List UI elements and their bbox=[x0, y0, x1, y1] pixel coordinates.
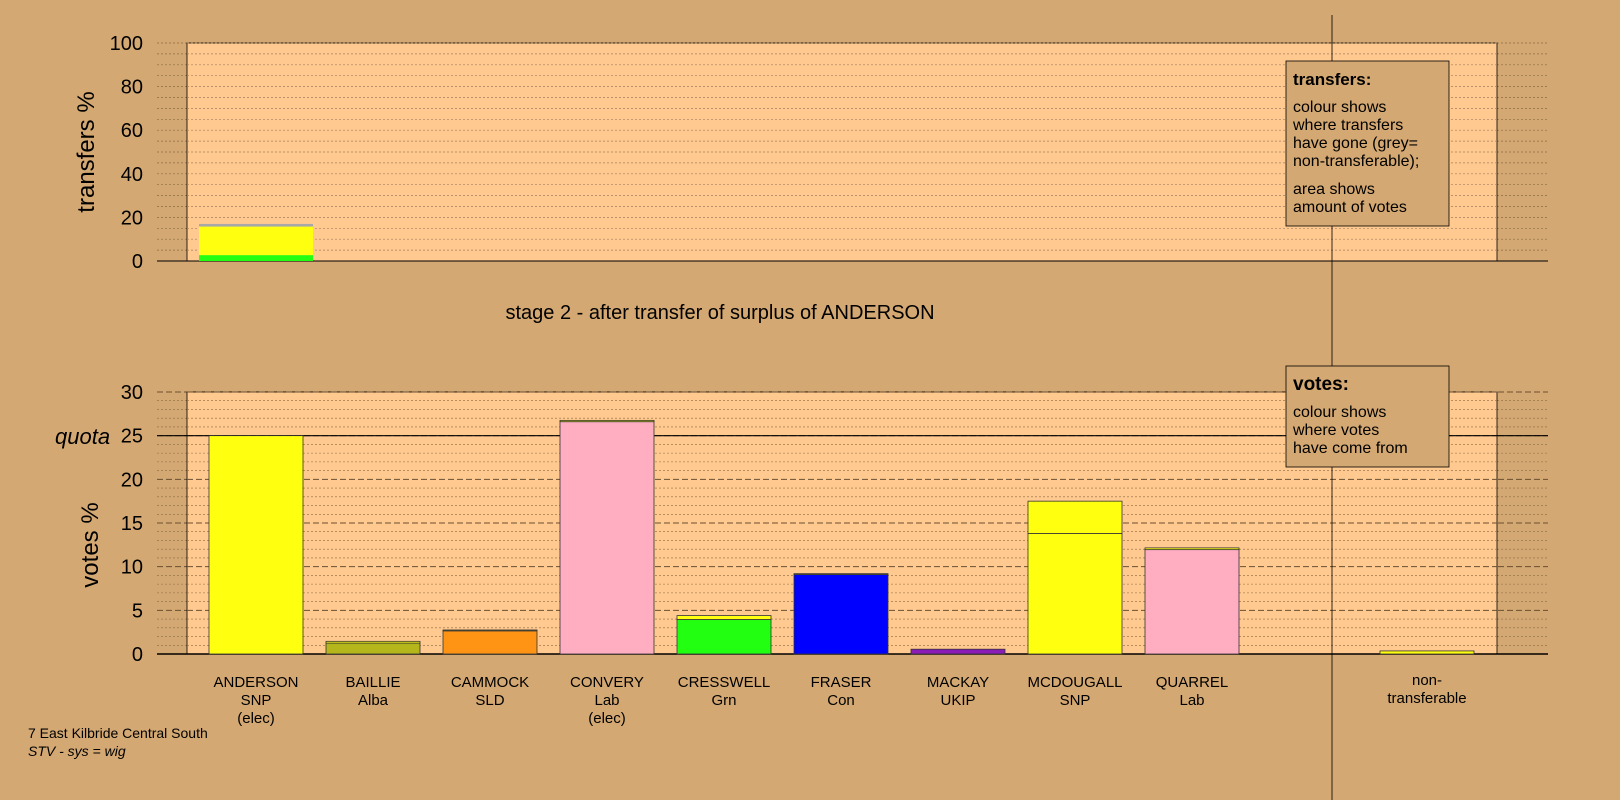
vote-bar-cresswell-segment bbox=[676, 619, 772, 655]
transfers-gridlines-inner bbox=[157, 42, 1548, 262]
transfers-bars bbox=[199, 223, 313, 261]
transfers-legend-line: have gone (grey= bbox=[1293, 135, 1418, 152]
vote-bar-anderson-segment bbox=[208, 435, 304, 655]
votes-legend-title: votes: bbox=[1293, 374, 1349, 395]
transfers-legend-line: area shows bbox=[1293, 181, 1375, 198]
candidate-label-line: Lab bbox=[1179, 692, 1204, 709]
candidate-label-line: ANDERSON bbox=[213, 674, 298, 691]
y-tick-label: 20 bbox=[121, 469, 143, 491]
votes-bars bbox=[208, 419, 1475, 655]
y-tick-label: 60 bbox=[121, 120, 143, 142]
vote-bar-cammock-segment bbox=[442, 630, 538, 655]
transfers-tick-labels: 0 20 40 60 80 100 bbox=[110, 33, 143, 273]
nontransferable-label-line: non- bbox=[1412, 672, 1442, 689]
y-tick-label: 15 bbox=[121, 513, 143, 535]
vote-bar-convery-segment bbox=[559, 421, 655, 655]
stage-title: stage 2 - after transfer of surplus of A… bbox=[505, 302, 934, 324]
candidate-label-line: SNP bbox=[241, 692, 272, 709]
vote-bar-fraser-segment bbox=[793, 573, 889, 575]
vote-bar-mcdougall-segment bbox=[1027, 533, 1123, 655]
candidate-label-line: FRASER bbox=[811, 674, 872, 691]
system-name: STV - sys = wig bbox=[28, 743, 126, 759]
vote-bar-baillie-segment bbox=[325, 640, 421, 644]
transfers-plot-area bbox=[186, 42, 1498, 262]
candidate-label-line: Con bbox=[827, 692, 855, 709]
vote-bar-convery-segment bbox=[559, 419, 655, 423]
votes-legend-line: colour shows bbox=[1293, 404, 1386, 421]
transfers-legend-line: colour shows bbox=[1293, 99, 1386, 116]
vote-bar-quarrel-segment bbox=[1144, 549, 1240, 655]
transfer-segment-nontransferable bbox=[199, 223, 313, 227]
footer: 7 East Kilbride Central South STV - sys … bbox=[28, 724, 208, 760]
transfer-segment-snp bbox=[199, 226, 313, 256]
transfers-legend-title: transfers: bbox=[1293, 70, 1371, 89]
transfer-segment-grn bbox=[199, 255, 313, 261]
transfers-legend-box bbox=[1285, 60, 1450, 227]
candidate-label-line: CAMMOCK bbox=[451, 674, 529, 691]
candidate-labels: ANDERSONSNP(elec)BAILLIEAlbaCAMMOCKSLDCO… bbox=[213, 672, 1466, 727]
vote-bar-baillie-segment bbox=[325, 642, 421, 655]
vote-bar-nontransferable-segment bbox=[1379, 650, 1475, 655]
candidate-label-line: Alba bbox=[358, 692, 389, 709]
votes-legend-line: have come from bbox=[1293, 440, 1408, 457]
votes-y-axis-label: votes % bbox=[77, 502, 104, 587]
candidate-label-line: MACKAY bbox=[927, 674, 989, 691]
candidate-label-line: MCDOUGALL bbox=[1027, 674, 1122, 691]
candidate-label-line: (elec) bbox=[588, 710, 626, 727]
y-tick-label: 20 bbox=[121, 207, 143, 229]
y-tick-label: 10 bbox=[121, 557, 143, 579]
y-tick-label: 100 bbox=[110, 33, 143, 55]
vote-bar-quarrel-segment bbox=[1144, 547, 1240, 551]
vote-bar-mackay-segment bbox=[910, 648, 1006, 655]
y-tick-label: 0 bbox=[132, 251, 143, 273]
nontransferable-label-line: transferable bbox=[1387, 690, 1466, 707]
candidate-label-line: CONVERY bbox=[570, 674, 644, 691]
candidate-label-line: Grn bbox=[711, 692, 736, 709]
y-tick-label: 25 bbox=[121, 426, 143, 448]
candidate-label-line: SLD bbox=[475, 692, 504, 709]
transfers-y-axis-label: transfers % bbox=[73, 91, 100, 212]
candidate-label-line: Lab bbox=[594, 692, 619, 709]
vote-bar-mcdougall-segment bbox=[1027, 500, 1123, 534]
vote-bar-cammock-segment bbox=[442, 629, 538, 632]
y-tick-label: 80 bbox=[121, 77, 143, 99]
candidate-label-line: CRESSWELL bbox=[678, 674, 771, 691]
y-tick-label: 30 bbox=[121, 382, 143, 404]
vote-bar-fraser-segment bbox=[793, 574, 889, 655]
y-tick-label: 40 bbox=[121, 164, 143, 186]
y-tick-label: 5 bbox=[132, 600, 143, 622]
candidate-label-line: SNP bbox=[1060, 692, 1091, 709]
candidate-label-line: UKIP bbox=[940, 692, 975, 709]
transfers-legend-line: amount of votes bbox=[1293, 199, 1407, 216]
votes-legend: votes: colour shows where votes have com… bbox=[1285, 365, 1450, 468]
vote-bar-cresswell-segment bbox=[676, 615, 772, 620]
votes-tick-labels: 0 5 10 15 20 25 30 bbox=[121, 382, 143, 666]
votes-legend-box bbox=[1285, 365, 1450, 468]
candidate-label-line: BAILLIE bbox=[345, 674, 400, 691]
transfers-legend-line: non-transferable); bbox=[1293, 153, 1419, 170]
quota-label: quota bbox=[55, 424, 110, 449]
y-tick-label: 0 bbox=[132, 644, 143, 666]
transfers-legend-line: where transfers bbox=[1292, 117, 1403, 134]
ward-name: 7 East Kilbride Central South bbox=[28, 725, 208, 741]
transfers-legend: transfers: colour shows where transfers … bbox=[1285, 60, 1450, 227]
candidate-label-line: (elec) bbox=[237, 710, 275, 727]
candidate-label-line: QUARREL bbox=[1156, 674, 1229, 691]
votes-legend-line: where votes bbox=[1292, 422, 1379, 439]
